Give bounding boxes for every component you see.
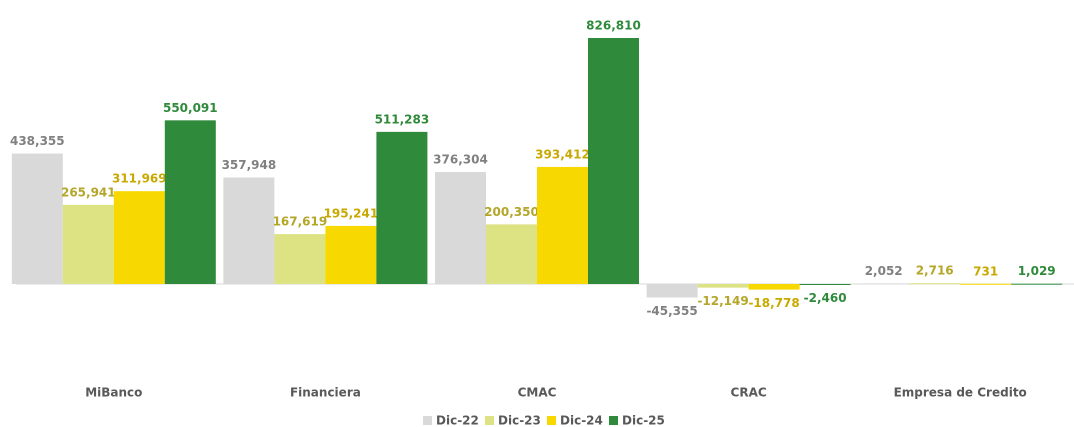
value-label: -18,778 bbox=[748, 296, 799, 310]
legend-label: Dic-22 bbox=[436, 414, 479, 427]
legend-swatch bbox=[547, 416, 556, 425]
value-label: 167,619 bbox=[273, 215, 328, 229]
bar bbox=[537, 166, 588, 284]
value-label: -45,355 bbox=[646, 304, 697, 318]
bar bbox=[376, 131, 428, 284]
value-label: 311,969 bbox=[112, 172, 167, 186]
value-label: 826,810 bbox=[586, 19, 641, 33]
bar bbox=[960, 283, 1012, 285]
bar bbox=[435, 172, 486, 284]
value-label: 2,052 bbox=[865, 264, 903, 278]
bar bbox=[113, 191, 165, 284]
value-label: 550,091 bbox=[163, 101, 218, 115]
legend-label: Dic-25 bbox=[622, 414, 665, 427]
value-label: -12,149 bbox=[697, 294, 748, 308]
value-label: 265,941 bbox=[61, 185, 116, 199]
bar bbox=[909, 283, 961, 285]
bar bbox=[748, 284, 800, 290]
bar bbox=[223, 177, 275, 284]
value-label: -2,460 bbox=[804, 291, 847, 305]
value-label: 195,241 bbox=[324, 206, 379, 220]
value-label: 393,412 bbox=[535, 147, 590, 161]
bar bbox=[11, 153, 63, 284]
bar bbox=[588, 38, 639, 284]
legend-swatch bbox=[609, 416, 618, 425]
x-tick-label: CRAC bbox=[731, 386, 767, 400]
value-label: 438,355 bbox=[10, 134, 65, 148]
bar bbox=[325, 225, 377, 284]
value-label: 2,716 bbox=[916, 264, 954, 278]
bar bbox=[858, 283, 910, 285]
value-label: 200,350 bbox=[484, 205, 539, 219]
bar bbox=[799, 284, 851, 285]
bar bbox=[697, 284, 749, 288]
value-label: 1,029 bbox=[1018, 264, 1056, 278]
bar bbox=[486, 224, 537, 284]
bar bbox=[62, 204, 114, 284]
value-label: 731 bbox=[973, 264, 998, 278]
x-tick-label: MiBanco bbox=[85, 386, 142, 400]
x-tick-label: Financiera bbox=[290, 386, 361, 400]
legend-swatch bbox=[485, 416, 494, 425]
value-label: 511,283 bbox=[375, 112, 430, 126]
bar bbox=[646, 284, 698, 298]
x-tick-label: Empresa de Credito bbox=[894, 386, 1027, 400]
value-label: 357,948 bbox=[222, 158, 277, 172]
bar bbox=[274, 234, 326, 284]
bar bbox=[164, 120, 216, 284]
x-tick-label: CMAC bbox=[518, 386, 557, 400]
legend-label: Dic-24 bbox=[560, 414, 603, 427]
bar bbox=[1011, 283, 1063, 285]
legend-swatch bbox=[423, 416, 432, 425]
legend-label: Dic-23 bbox=[498, 414, 541, 427]
value-label: 376,304 bbox=[433, 153, 488, 167]
